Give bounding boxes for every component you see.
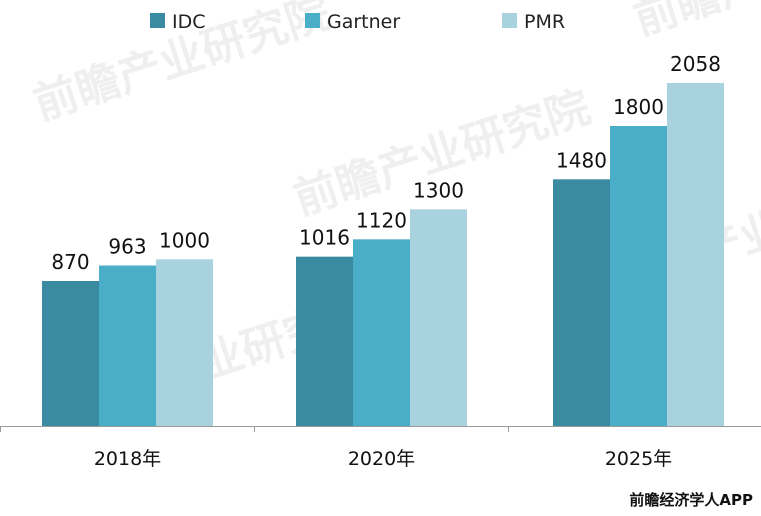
data-label-pmr-1: 1300 — [413, 178, 464, 202]
x-tick-label-0: 2018年 — [94, 448, 161, 470]
bar-pmr-0 — [156, 259, 213, 426]
legend-swatch-gartner — [305, 13, 320, 28]
legend: IDC Gartner PMR — [150, 11, 565, 33]
bar-gartner-2 — [610, 126, 667, 426]
x-tick-label-1: 2020年 — [348, 448, 415, 470]
bar-idc-0 — [42, 281, 99, 426]
legend-label-pmr: PMR — [524, 11, 565, 33]
data-label-pmr-0: 1000 — [159, 228, 210, 252]
bar-gartner-1 — [353, 239, 410, 426]
bar-idc-2 — [553, 179, 610, 426]
data-label-idc-0: 870 — [51, 250, 89, 274]
bar-gartner-0 — [99, 265, 156, 426]
legend-swatch-idc — [150, 13, 165, 28]
source-label: 前瞻经济学人APP — [629, 491, 753, 509]
legend-label-gartner: Gartner — [327, 11, 400, 33]
x-axis: 2018年 2020年 2025年 — [0, 426, 761, 470]
bar-pmr-2 — [667, 83, 724, 426]
data-label-pmr-2: 2058 — [670, 52, 721, 76]
watermark-text: 前瞻产业研究院 — [628, 0, 761, 45]
watermark-text: 前瞻产业研究院 — [288, 82, 597, 226]
legend-swatch-pmr — [502, 13, 517, 28]
bar-pmr-1 — [410, 209, 467, 426]
data-label-gartner-2: 1800 — [613, 95, 664, 119]
data-label-idc-2: 1480 — [556, 148, 607, 172]
data-label-gartner-1: 1120 — [356, 208, 407, 232]
data-label-gartner-0: 963 — [108, 235, 146, 259]
x-tick-label-2: 2025年 — [605, 448, 672, 470]
legend-label-idc: IDC — [172, 11, 206, 33]
data-label-idc-1: 1016 — [299, 226, 350, 250]
bar-idc-1 — [296, 256, 353, 426]
